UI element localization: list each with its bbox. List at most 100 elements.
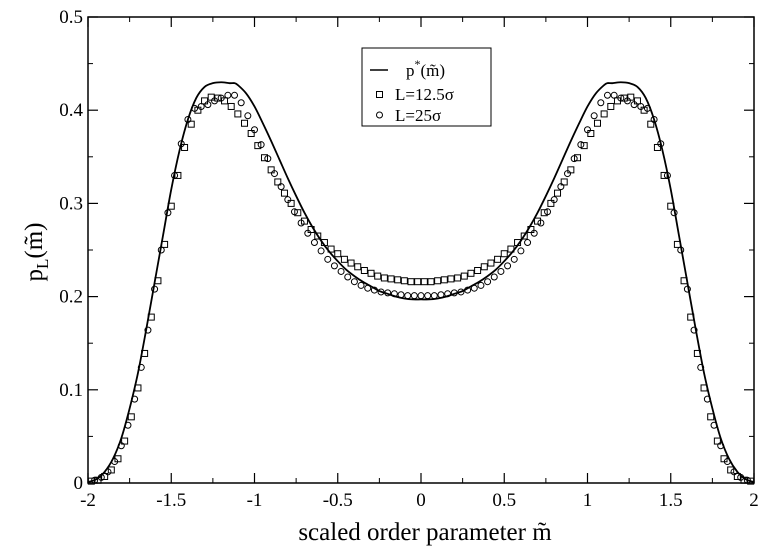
- series-l25-point: [251, 126, 258, 134]
- series-l25-point: [364, 284, 372, 292]
- y-tick-label: 0.4: [59, 100, 83, 121]
- series-l25-point: [384, 289, 392, 297]
- series-l125-point: [360, 267, 368, 274]
- series-l125-point: [380, 274, 388, 282]
- series-l25-point: [370, 286, 378, 294]
- series-l125-point: [587, 130, 595, 137]
- series-l125-point: [274, 178, 282, 186]
- series-l125-point: [187, 120, 195, 128]
- series-l25-point: [623, 97, 631, 105]
- series-l25-point: [743, 476, 751, 484]
- series-l25-point: [377, 288, 385, 296]
- series-l125-point: [440, 276, 448, 284]
- y-tick-label: 0.5: [59, 7, 83, 28]
- series-l25-point: [584, 126, 591, 134]
- series-l25-point: [690, 326, 698, 334]
- series-l125-point: [407, 278, 415, 286]
- series-l25-point: [217, 94, 225, 102]
- series-l125-point: [427, 278, 435, 286]
- series-l125-point: [107, 466, 115, 474]
- series-l25-point: [717, 442, 725, 450]
- series-l125-point: [400, 277, 408, 285]
- x-axis-title: scaled order parameter m̃: [298, 519, 552, 546]
- series-l25-point: [164, 209, 172, 217]
- legend-label-l25: L=25σ: [395, 106, 441, 125]
- series-l25-point: [404, 292, 412, 300]
- series-l125-point: [280, 189, 288, 197]
- series-l25-point: [284, 196, 292, 204]
- series-l25-point: [104, 468, 112, 476]
- series-l125-point: [267, 166, 275, 174]
- series-l125-point: [747, 477, 755, 485]
- series-l25-point: [544, 208, 552, 216]
- series-l125-point: [434, 277, 442, 285]
- series-l125-point: [667, 202, 675, 210]
- series-l125-point: [567, 166, 575, 174]
- series-l25-point: [697, 363, 705, 371]
- y-tick-label: 0.2: [59, 287, 83, 308]
- series-l25-point: [270, 170, 278, 178]
- legend: p*(m̃) L=12.5σ L=25σ: [361, 47, 492, 127]
- series-l25-point: [157, 246, 165, 254]
- series-l25-point: [564, 170, 572, 178]
- series-l125-point: [101, 472, 109, 480]
- series-l125-point: [334, 250, 342, 258]
- series-l125-point: [247, 130, 255, 137]
- series-l25-point: [277, 183, 285, 191]
- ticks-layer: -2 -1.5 -1 -0.5 0 0.5 1 1.5 2 0 0.1 0.2 0.3 0.4 0.5: [59, 7, 759, 511]
- series-l125-point: [540, 209, 548, 217]
- series-l25-point: [590, 112, 598, 120]
- series-l125-point: [460, 272, 468, 280]
- series-l25-point: [324, 255, 332, 263]
- series-l25-point: [490, 273, 498, 281]
- series-l25-point: [650, 116, 658, 124]
- series-l125-point: [607, 102, 615, 110]
- series-l25-point: [264, 155, 272, 163]
- series-l25-point: [310, 239, 318, 247]
- series-l125-point: [560, 178, 568, 186]
- series-l125-point: [154, 277, 162, 285]
- series-l125-point: [414, 278, 422, 286]
- series-l125-point: [127, 413, 135, 421]
- x-tick-label: 0: [416, 490, 426, 511]
- series-l25-point: [344, 273, 352, 281]
- x-tick-label: 2: [749, 490, 759, 511]
- series-l25-point: [237, 99, 245, 107]
- series-l25-point: [131, 395, 139, 403]
- series-l25-point: [437, 291, 445, 299]
- series-l125-point: [121, 437, 129, 445]
- series-l25-point: [171, 171, 179, 179]
- series-l125-point: [633, 97, 641, 105]
- x-tick-label: -1: [247, 490, 263, 511]
- series-l125-point: [387, 275, 395, 283]
- series-l25-point: [417, 292, 425, 300]
- series-l25-point: [530, 229, 538, 237]
- x-tick-label: 1.5: [659, 490, 683, 511]
- series-l125-point: [727, 466, 735, 474]
- series-l125-point: [234, 110, 242, 118]
- series-l125-point: [647, 120, 655, 128]
- series-l25-point: [117, 442, 125, 450]
- series-l25-point: [91, 476, 99, 484]
- series-l125-point: [600, 110, 608, 118]
- series-l25-point: [537, 219, 545, 227]
- series-l25-point: [703, 395, 711, 403]
- series-l25-point: [557, 183, 565, 191]
- series-l125-point: [254, 142, 262, 150]
- series-l125-point: [260, 154, 268, 162]
- series-l25-point: [610, 91, 618, 99]
- x-tick-label: 0.5: [492, 490, 516, 511]
- y-tick-label: 0: [74, 473, 84, 494]
- series-l125-point: [500, 250, 508, 258]
- series-l25-point: [424, 292, 432, 300]
- series-l25-point: [477, 281, 485, 289]
- circles-layer: [91, 91, 751, 484]
- series-l125-point: [227, 102, 235, 110]
- series-l25-point: [737, 473, 745, 481]
- series-l25-point: [524, 239, 532, 247]
- series-l25-point: [184, 116, 192, 124]
- y-axis-title: pL(m̃): [21, 223, 52, 282]
- x-tick-label: -1.5: [156, 490, 186, 511]
- series-l125-point: [314, 232, 322, 240]
